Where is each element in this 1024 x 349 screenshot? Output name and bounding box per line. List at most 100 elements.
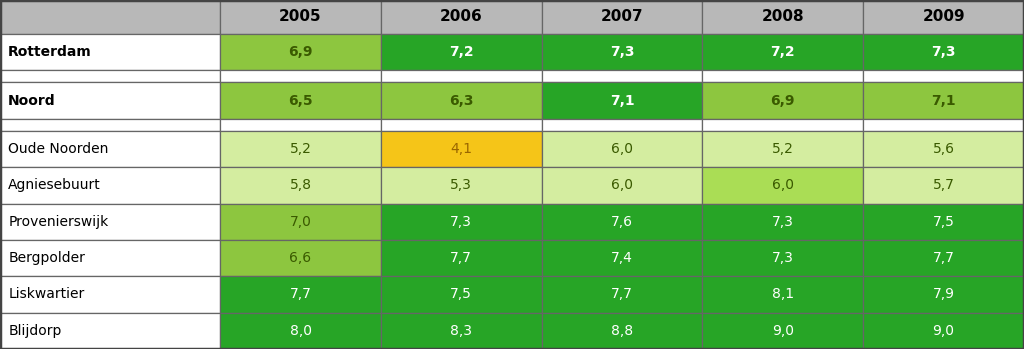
Text: 7,3: 7,3 (772, 251, 794, 265)
Bar (542, 0, 702, 34)
Text: Agniesebuurt: Agniesebuurt (8, 178, 101, 192)
Bar (381, 313, 542, 349)
Bar (863, 131, 1024, 167)
Bar (220, 70, 381, 82)
Bar (542, 70, 702, 82)
Text: 7,7: 7,7 (451, 251, 472, 265)
Bar (381, 82, 542, 119)
Text: 6,0: 6,0 (611, 142, 633, 156)
Text: 6,5: 6,5 (288, 94, 313, 107)
Text: 7,1: 7,1 (931, 94, 956, 107)
Text: 5,3: 5,3 (451, 178, 472, 192)
Text: 7,5: 7,5 (933, 215, 954, 229)
Bar (702, 313, 863, 349)
Text: Bergpolder: Bergpolder (8, 251, 85, 265)
Text: 7,3: 7,3 (451, 215, 472, 229)
Text: 7,2: 7,2 (770, 45, 796, 59)
Text: 5,7: 5,7 (933, 178, 954, 192)
Bar (542, 203, 702, 240)
Bar (0, 34, 220, 70)
Bar (220, 313, 381, 349)
Bar (863, 70, 1024, 82)
Bar (0, 313, 220, 349)
Text: 7,7: 7,7 (611, 288, 633, 302)
Text: 6,6: 6,6 (290, 251, 311, 265)
Bar (542, 82, 702, 119)
Bar (542, 240, 702, 276)
Text: 7,7: 7,7 (933, 251, 954, 265)
Text: 6,3: 6,3 (450, 94, 473, 107)
Text: 2005: 2005 (280, 9, 322, 24)
Text: Oude Noorden: Oude Noorden (8, 142, 109, 156)
Bar (381, 167, 542, 203)
Bar (381, 131, 542, 167)
Bar (542, 131, 702, 167)
Bar (702, 240, 863, 276)
Bar (0, 0, 220, 34)
Bar (542, 276, 702, 313)
Text: 6,9: 6,9 (289, 45, 312, 59)
Text: 2008: 2008 (762, 9, 804, 24)
Bar (381, 203, 542, 240)
Bar (702, 0, 863, 34)
Text: 5,8: 5,8 (290, 178, 311, 192)
Bar (702, 276, 863, 313)
Bar (702, 131, 863, 167)
Text: 7,1: 7,1 (609, 94, 635, 107)
Text: Liskwartier: Liskwartier (8, 288, 84, 302)
Bar (220, 131, 381, 167)
Bar (381, 70, 542, 82)
Bar (220, 203, 381, 240)
Bar (702, 167, 863, 203)
Bar (542, 167, 702, 203)
Bar (0, 82, 220, 119)
Bar (863, 82, 1024, 119)
Bar (702, 119, 863, 131)
Text: 4,1: 4,1 (451, 142, 472, 156)
Text: 7,2: 7,2 (449, 45, 474, 59)
Bar (863, 0, 1024, 34)
Bar (0, 119, 220, 131)
Text: 8,3: 8,3 (451, 324, 472, 338)
Bar (0, 276, 220, 313)
Bar (220, 82, 381, 119)
Text: Rotterdam: Rotterdam (8, 45, 92, 59)
Text: 7,3: 7,3 (610, 45, 634, 59)
Bar (542, 34, 702, 70)
Text: 8,1: 8,1 (772, 288, 794, 302)
Bar (381, 0, 542, 34)
Bar (702, 82, 863, 119)
Text: 7,9: 7,9 (933, 288, 954, 302)
Bar (381, 34, 542, 70)
Bar (220, 0, 381, 34)
Bar (381, 240, 542, 276)
Bar (0, 203, 220, 240)
Text: 7,3: 7,3 (932, 45, 955, 59)
Bar (0, 131, 220, 167)
Bar (220, 34, 381, 70)
Bar (702, 70, 863, 82)
Text: 7,6: 7,6 (611, 215, 633, 229)
Bar (381, 119, 542, 131)
Bar (542, 313, 702, 349)
Bar (702, 34, 863, 70)
Bar (0, 240, 220, 276)
Bar (0, 70, 220, 82)
Text: 6,0: 6,0 (611, 178, 633, 192)
Bar (863, 313, 1024, 349)
Bar (863, 167, 1024, 203)
Bar (863, 203, 1024, 240)
Bar (381, 276, 542, 313)
Bar (220, 167, 381, 203)
Text: 2006: 2006 (440, 9, 482, 24)
Text: 7,0: 7,0 (290, 215, 311, 229)
Text: 7,5: 7,5 (451, 288, 472, 302)
Bar (863, 119, 1024, 131)
Text: 6,0: 6,0 (772, 178, 794, 192)
Text: 8,0: 8,0 (290, 324, 311, 338)
Bar (220, 240, 381, 276)
Bar (542, 119, 702, 131)
Text: 5,2: 5,2 (772, 142, 794, 156)
Text: 9,0: 9,0 (772, 324, 794, 338)
Text: Provenierswijk: Provenierswijk (8, 215, 109, 229)
